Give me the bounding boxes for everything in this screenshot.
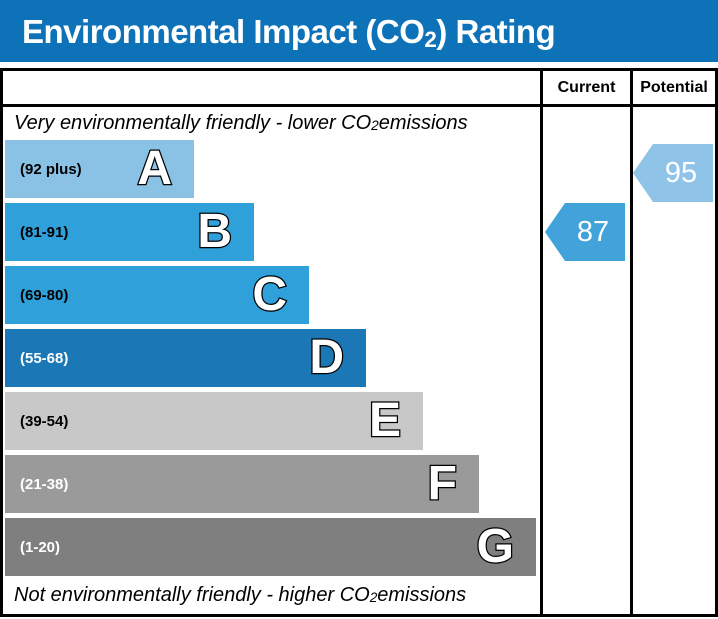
band-row-a: (92 plus) A [5,140,194,198]
band-c-letter: C [251,268,288,321]
band-row-b: (81-91) B [5,203,254,261]
band-c-range-label: (69-80) [20,286,69,304]
band-row-e: (39-54) E [5,392,423,450]
band-e-range-label: (39-54) [20,412,69,430]
band-e-letter: E [368,394,403,447]
band-g-range-label: (1-20) [20,538,61,556]
band-g-letter: G [475,520,515,573]
potential-rating-marker: 95 [633,144,713,202]
top-note-suffix: emissions [378,111,468,134]
potential-rating-value: 95 [664,156,698,189]
bottom-note-suffix: emissions [377,583,467,606]
top-note-subscript: 2 [371,118,379,134]
band-d-range-label: (55-68) [20,349,69,367]
top-note: Very environmentally friendly - lower CO… [14,106,468,140]
bottom-note-text: Not environmentally friendly - higher CO [14,583,370,606]
current-column-header: Current [557,78,616,96]
band-row-f: (21-38) F [5,455,479,513]
chart-title-suffix: ) Rating [436,12,556,50]
band-row-g: (1-20) G [5,518,536,576]
band-row-c: (69-80) C [5,266,309,324]
header-divider [3,104,715,107]
band-b-range-label: (81-91) [20,223,69,241]
rating-table: Current Potential Very environmentally f… [0,68,718,617]
band-row-d: (55-68) D [5,329,366,387]
current-column-divider [540,71,543,614]
band-f-range-label: (21-38) [20,475,69,493]
chart-title-subscript: 2 [424,27,437,53]
chart-title-bar: Environmental Impact (CO2) Rating [0,0,718,62]
band-f-letter: F [426,457,458,510]
band-a-range-label: (92 plus) [20,160,82,178]
bottom-note: Not environmentally friendly - higher CO… [14,576,466,614]
potential-column-divider [630,71,633,614]
band-d-letter: D [308,331,345,384]
current-rating-marker: 87 [545,203,625,261]
potential-column-header: Potential [640,78,708,96]
top-note-text: Very environmentally friendly - lower CO [14,111,372,134]
band-a-letter: A [136,142,173,195]
band-b-letter: B [196,205,233,258]
chart-title: Environmental Impact (CO2) Rating [22,12,556,52]
chart-title-text: Environmental Impact (CO [22,12,425,50]
bottom-note-subscript: 2 [369,590,378,606]
current-rating-value: 87 [576,215,610,248]
